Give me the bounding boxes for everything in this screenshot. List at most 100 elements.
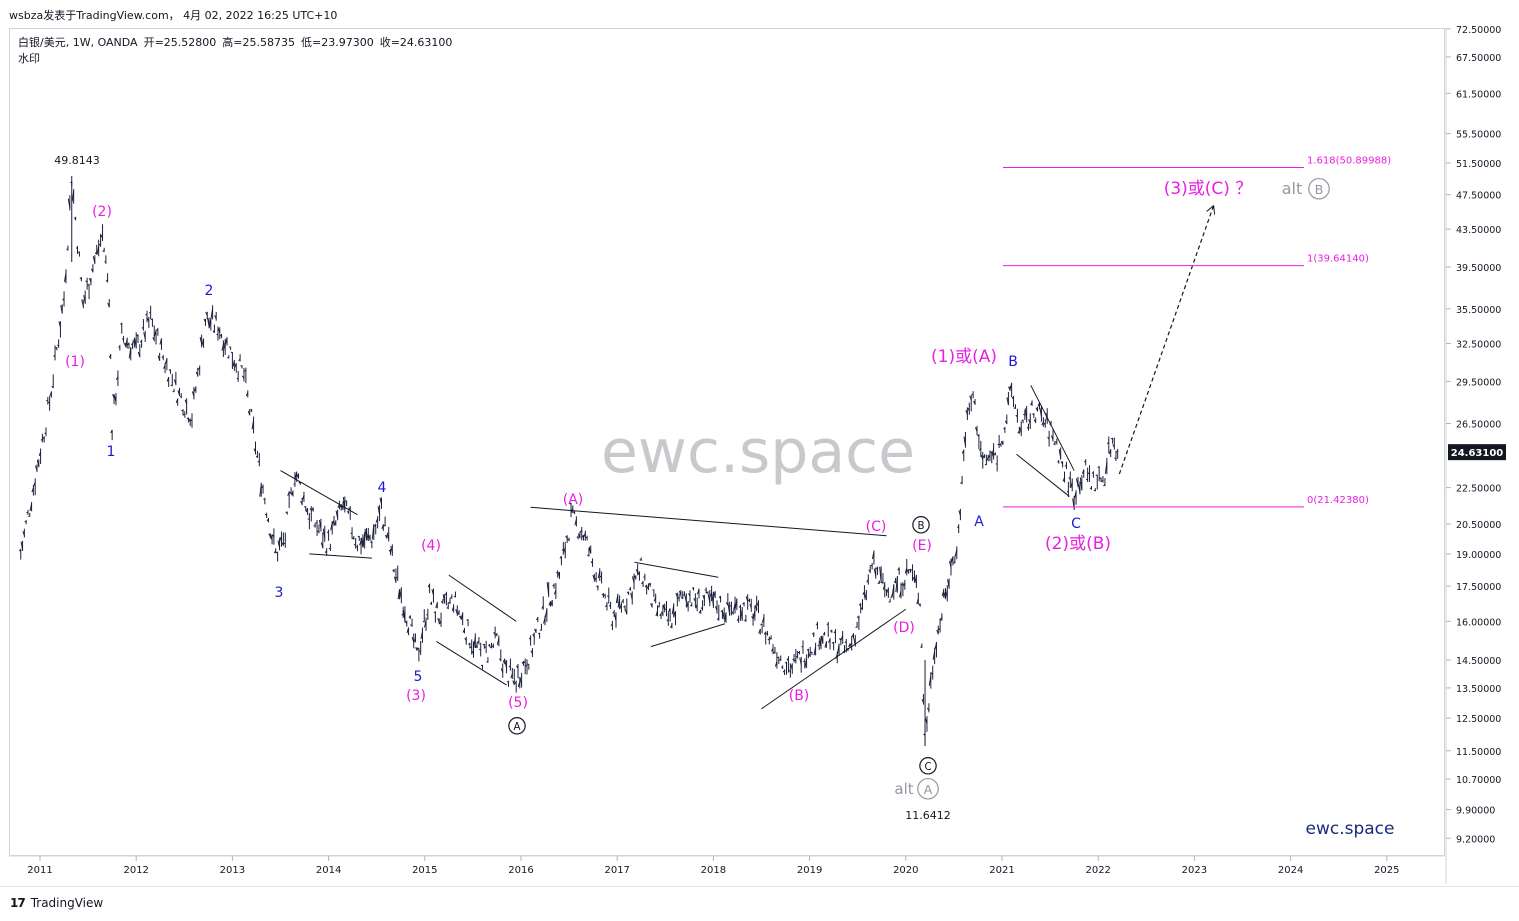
price-chart[interactable]: ewc.space72.5000067.5000061.5000055.5000… (0, 0, 1519, 886)
price-bar-tick (419, 651, 421, 652)
y-tick-label: 20.50000 (1456, 520, 1501, 531)
trend-line (531, 507, 887, 535)
wave-label: (C) (866, 519, 887, 535)
price-bar-tick (526, 665, 528, 666)
x-tick-label: 2020 (893, 865, 918, 876)
wave-label: (1)或(A) (931, 347, 997, 367)
wave-label: A (514, 722, 521, 733)
price-bar-tick (577, 537, 579, 538)
price-bar-tick (241, 366, 243, 367)
price-bar-tick (384, 525, 386, 526)
y-tick-label: 19.00000 (1456, 550, 1501, 561)
price-bar-tick (1067, 491, 1069, 492)
trend-line (1016, 454, 1069, 496)
price-bar-tick (609, 605, 611, 606)
y-tick-label: 16.00000 (1456, 617, 1501, 628)
price-bar-tick (1023, 414, 1025, 415)
wave-label: (1) (65, 354, 85, 370)
price-bar-tick (885, 590, 887, 591)
price-bar-tick (131, 344, 133, 345)
x-tick-label: 2011 (27, 865, 52, 876)
price-bar-tick (972, 394, 974, 395)
fib-level-label: 1(39.64140) (1307, 254, 1369, 265)
wave-label: B (918, 521, 925, 532)
price-bar-tick (1096, 475, 1098, 476)
y-tick-label: 39.50000 (1456, 263, 1501, 274)
price-bar-tick (78, 252, 80, 253)
price-bar-tick (76, 248, 78, 249)
x-tick-label: 2016 (508, 865, 533, 876)
x-tick-label: 2017 (604, 865, 629, 876)
y-tick-label: 14.50000 (1456, 656, 1501, 667)
wave-label: A (974, 514, 984, 530)
wave-label: (4) (421, 538, 441, 554)
price-bar-tick (347, 512, 349, 513)
y-tick-label: 12.50000 (1456, 714, 1501, 725)
brand-corner-label: ewc.space (1306, 819, 1395, 839)
wave-label: alt (894, 780, 913, 798)
wave-label: (2) (92, 204, 112, 220)
price-bar-tick (423, 621, 425, 622)
price-bar-tick (449, 602, 451, 603)
wave-label: B (1315, 183, 1324, 198)
price-bar-tick (481, 665, 483, 666)
price-bar-tick (624, 607, 626, 608)
price-bar-tick (356, 546, 358, 547)
y-tick-label: 32.50000 (1456, 339, 1501, 350)
price-bar-tick (807, 650, 809, 651)
price-bar-tick (229, 347, 231, 348)
wave-label: 4 (378, 480, 387, 496)
x-tick-label: 2024 (1278, 865, 1303, 876)
legend-symbol[interactable]: 白银/美元, 1W, OANDA (18, 36, 138, 49)
y-tick-label: 47.50000 (1456, 191, 1501, 202)
y-tick-label: 10.70000 (1456, 775, 1501, 786)
y-tick-label: 35.50000 (1456, 305, 1501, 316)
price-bar-tick (276, 552, 278, 553)
price-bar-tick (122, 339, 124, 340)
fib-level-label: 0(21.42380) (1307, 495, 1369, 506)
wave-label: (3)或(C) ？ (1164, 179, 1253, 199)
price-bar-tick (345, 501, 347, 502)
price-bar-tick (777, 657, 779, 658)
y-tick-label: 51.50000 (1456, 159, 1501, 170)
wave-label: 1 (107, 444, 116, 460)
wave-label: (E) (912, 538, 932, 554)
y-tick-label: 26.50000 (1456, 419, 1501, 430)
y-tick-label: 17.50000 (1456, 582, 1501, 593)
price-bar-tick (562, 550, 564, 551)
y-tick-label: 29.50000 (1456, 377, 1501, 388)
y-tick-label: 22.50000 (1456, 484, 1501, 495)
price-bar-tick (730, 606, 732, 607)
price-bar-tick (1053, 444, 1055, 445)
x-tick-label: 2012 (123, 865, 148, 876)
fib-level-label: 1.618(50.89988) (1307, 156, 1391, 167)
trend-line (651, 624, 725, 647)
y-tick-label: 43.50000 (1456, 225, 1501, 236)
x-tick-label: 2023 (1182, 865, 1207, 876)
price-bar-tick (486, 662, 488, 663)
x-tick-label: 2019 (797, 865, 822, 876)
wave-label: 5 (414, 669, 423, 685)
y-tick-label: 72.50000 (1456, 25, 1501, 36)
trend-line (1031, 385, 1074, 470)
trend-line (635, 562, 719, 577)
price-bar-tick (1094, 490, 1096, 491)
legend-low: 低=23.97300 (301, 36, 374, 49)
legend-close: 收=24.63100 (380, 36, 453, 49)
y-tick-label: 9.90000 (1456, 806, 1495, 817)
price-bar-tick (74, 218, 76, 219)
price-bar-tick (430, 603, 432, 604)
price-bar-tick (1055, 442, 1057, 443)
trend-line (309, 554, 372, 558)
y-tick-label: 13.50000 (1456, 684, 1501, 695)
y-tick-label: 61.50000 (1456, 89, 1501, 100)
wave-label: 49.8143 (54, 154, 100, 167)
y-tick-label: 11.50000 (1456, 747, 1501, 758)
wave-label: 2 (205, 283, 214, 299)
legend-high: 高=25.58735 (222, 36, 295, 49)
wave-label: (2)或(B) (1045, 534, 1111, 554)
price-bar-tick (706, 592, 708, 593)
